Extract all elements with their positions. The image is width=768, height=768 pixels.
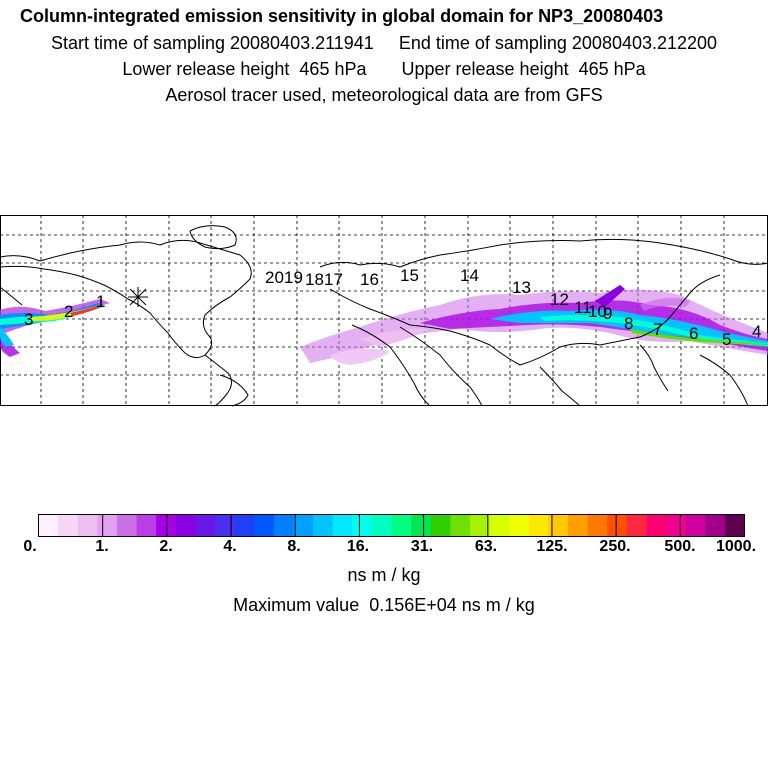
colorbar-cell bbox=[234, 514, 255, 537]
colorbar-cell bbox=[313, 514, 334, 537]
day-labels: 1 2 3 4 5 6 7 8 9 10 11 12 13 14 15 16 1… bbox=[24, 266, 761, 349]
colorbar-cell bbox=[626, 514, 647, 537]
release-point bbox=[128, 287, 148, 307]
colorbar-cell bbox=[469, 514, 490, 537]
world-map: 1 2 3 4 5 6 7 8 9 10 11 12 13 14 15 16 1… bbox=[0, 215, 768, 407]
plot-title: Column-integrated emission sensitivity i… bbox=[20, 6, 664, 26]
day-label: 13 bbox=[512, 278, 531, 297]
day-label: 6 bbox=[689, 324, 698, 343]
day-label: 2 bbox=[64, 302, 73, 321]
colorbar-cell bbox=[332, 514, 353, 537]
colorbar-cell bbox=[58, 514, 79, 537]
colorbar-tick-label: 250. bbox=[599, 538, 631, 555]
tracer-info-line: Aerosol tracer used, meteorological data… bbox=[165, 85, 603, 105]
day-label: 11 bbox=[574, 298, 592, 317]
day-label: 3 bbox=[24, 310, 33, 329]
colorbar-cell bbox=[254, 514, 275, 537]
colorbar-cell bbox=[77, 514, 98, 537]
day-label: 19 bbox=[284, 268, 303, 287]
colorbar-tick-label: 1. bbox=[95, 538, 109, 555]
colorbar-cell bbox=[273, 514, 294, 537]
sensitivity-plume bbox=[0, 285, 768, 365]
colorbar-cell bbox=[705, 514, 726, 537]
colorbar-tick-label: 0. bbox=[23, 538, 37, 555]
colorbar-cell bbox=[352, 514, 373, 537]
colorbar bbox=[38, 514, 745, 537]
colorbar-cell bbox=[136, 514, 157, 537]
colorbar-tick-label: 16. bbox=[346, 538, 370, 555]
coastlines bbox=[0, 225, 768, 407]
colorbar-cell bbox=[391, 514, 412, 537]
colorbar-tick-label: 63. bbox=[474, 538, 498, 555]
colorbar-cell bbox=[528, 514, 549, 537]
colorbar-cell bbox=[215, 514, 236, 537]
colorbar-cell bbox=[548, 514, 569, 537]
release-height-line: Lower release height 465 hPa Upper relea… bbox=[122, 59, 646, 79]
colorbar-tick-label: 4. bbox=[223, 538, 237, 555]
day-label: 8 bbox=[624, 314, 633, 333]
colorbar-cell bbox=[411, 514, 432, 537]
day-label: 4 bbox=[752, 322, 761, 341]
day-label: 10 bbox=[588, 302, 607, 321]
colorbar-tick-label: 500. bbox=[664, 538, 696, 555]
colorbar-cell bbox=[156, 514, 177, 537]
colorbar-cell bbox=[509, 514, 530, 537]
colorbar-cell bbox=[724, 514, 745, 537]
colorbar-cell bbox=[666, 514, 687, 537]
day-label: 14 bbox=[460, 266, 479, 285]
colorbar-tick-label: 125. bbox=[536, 538, 568, 555]
colorbar-cell bbox=[587, 514, 608, 537]
colorbar-cell bbox=[293, 514, 314, 537]
day-label: 1 bbox=[96, 292, 105, 311]
colorbar-cell bbox=[607, 514, 628, 537]
colorbar-cell bbox=[646, 514, 667, 537]
colorbar-tick-label: 2. bbox=[159, 538, 173, 555]
colorbar-cell bbox=[371, 514, 392, 537]
colorbar-cell bbox=[195, 514, 216, 537]
day-label: 15 bbox=[400, 266, 419, 285]
colorbar-cell bbox=[38, 514, 59, 537]
sampling-time-line: Start time of sampling 20080403.211941 E… bbox=[50, 33, 718, 53]
colorbar-tick-label: 31. bbox=[410, 538, 434, 555]
day-label: 5 bbox=[722, 330, 731, 349]
colorbar-cell bbox=[175, 514, 196, 537]
colorbar-cell bbox=[430, 514, 451, 537]
day-label: 12 bbox=[550, 290, 569, 309]
colorbar-cell bbox=[450, 514, 471, 537]
colorbar-cell bbox=[568, 514, 589, 537]
colorbar-tick-label: 8. bbox=[287, 538, 301, 555]
day-label: 16 bbox=[360, 270, 379, 289]
colorbar-tick-label: 1000. bbox=[715, 538, 757, 555]
colorbar-unit: ns m / kg bbox=[347, 565, 421, 585]
colorbar-cell bbox=[489, 514, 510, 537]
day-label: 18 bbox=[305, 270, 324, 289]
day-label: 7 bbox=[653, 320, 662, 339]
colorbar-cell bbox=[685, 514, 706, 537]
maximum-value: Maximum value 0.156E+04 ns m / kg bbox=[233, 595, 535, 615]
day-label: 20 bbox=[265, 268, 284, 287]
colorbar-cell bbox=[97, 514, 118, 537]
day-label: 17 bbox=[324, 270, 343, 289]
day-label: 9 bbox=[603, 304, 612, 323]
colorbar-cell bbox=[116, 514, 137, 537]
